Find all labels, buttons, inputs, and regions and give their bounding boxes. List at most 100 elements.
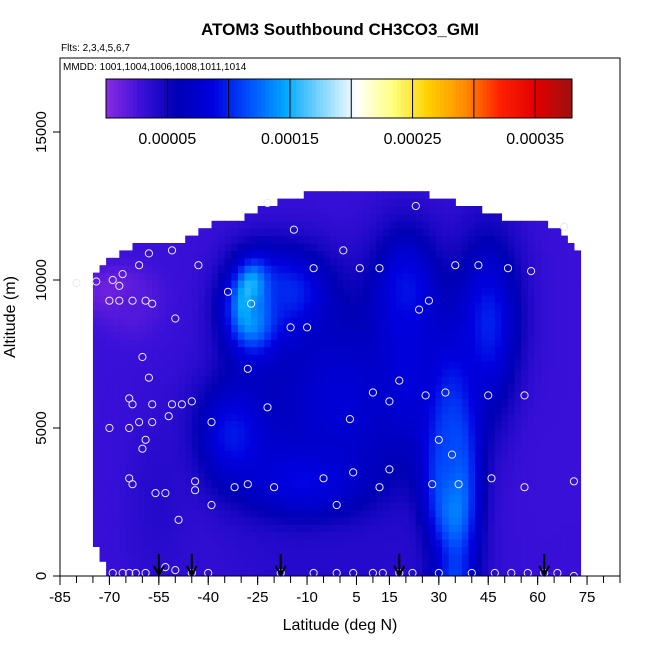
heatmap-cell [501, 546, 509, 555]
colorbar-segment [397, 79, 402, 118]
heatmap-cell [455, 339, 463, 348]
heatmap-cell [165, 531, 173, 540]
heatmap-cell [343, 331, 351, 340]
heatmap-cell [251, 546, 259, 555]
heatmap-cell [251, 442, 259, 451]
heatmap-cell [191, 317, 199, 325]
heatmap-cell [152, 309, 160, 318]
heatmap-cell [237, 235, 246, 244]
heatmap-cell [389, 561, 397, 570]
heatmap-cell [165, 479, 173, 488]
heatmap-cell [218, 383, 226, 392]
heatmap-cell [125, 376, 134, 385]
heatmap-cell [303, 524, 311, 533]
heatmap-cell [112, 361, 120, 370]
heatmap-cell [376, 539, 384, 547]
heatmap-cell [125, 487, 134, 496]
heatmap-cell [290, 465, 298, 473]
heatmap-cell [396, 235, 404, 244]
heatmap-cell [501, 354, 509, 362]
heatmap-cell [316, 531, 325, 540]
heatmap-cell [264, 487, 272, 496]
heatmap-cell [330, 206, 338, 214]
heatmap-cell [237, 487, 246, 496]
heatmap-cell [330, 524, 338, 533]
heatmap-cell [369, 294, 377, 303]
heatmap-cell [363, 346, 371, 355]
heatmap-cell [270, 309, 279, 318]
heatmap-cell [435, 487, 443, 496]
heatmap-cell [494, 324, 503, 333]
heatmap-cell [145, 265, 153, 274]
heatmap-cell [494, 309, 503, 318]
heatmap-cell [376, 531, 384, 540]
heatmap-cell [264, 302, 272, 311]
heatmap-cell [409, 413, 417, 422]
heatmap-cell [409, 539, 417, 547]
heatmap-cell [501, 442, 509, 451]
heatmap-cell [178, 376, 186, 385]
heatmap-cell [369, 457, 377, 466]
heatmap-cell [244, 265, 252, 274]
heatmap-cell [415, 502, 423, 510]
heatmap-cell [382, 494, 391, 503]
heatmap-cell [218, 302, 226, 311]
heatmap-cell [540, 457, 549, 466]
heatmap-cell [310, 294, 318, 303]
heatmap-cell [119, 539, 127, 547]
heatmap-cell [172, 309, 180, 318]
heatmap-cell [349, 376, 358, 385]
heatmap-cell [534, 531, 542, 540]
heatmap-cell [165, 309, 173, 318]
heatmap-cell [567, 465, 575, 473]
heatmap-cell [198, 272, 206, 281]
heatmap-cell [442, 391, 450, 399]
heatmap-cell [172, 302, 180, 311]
heatmap-cell [92, 346, 101, 355]
heatmap-cell [119, 524, 127, 533]
observation-point [434, 435, 443, 444]
colorbar-segment [238, 79, 243, 118]
heatmap-cell [475, 457, 483, 466]
heatmap-cell [343, 442, 351, 451]
heatmap-cell [356, 257, 364, 266]
heatmap-cell [428, 546, 437, 555]
colorbar-segment [234, 79, 239, 118]
heatmap-cell [560, 472, 568, 481]
heatmap-cell [284, 331, 292, 340]
heatmap-cell [428, 539, 437, 547]
heatmap-cell [369, 524, 377, 533]
heatmap-cell [231, 561, 239, 570]
heatmap-cell [106, 442, 114, 451]
heatmap-cell [330, 331, 338, 340]
heatmap-cell [382, 324, 391, 333]
heatmap-cell [521, 420, 529, 429]
heatmap-cell [316, 287, 325, 296]
observation-point [395, 376, 404, 385]
heatmap-cell [501, 479, 509, 488]
heatmap-cell [369, 539, 377, 547]
heatmap-cell [185, 502, 193, 510]
heatmap-cell [573, 265, 582, 274]
heatmap-cell [481, 479, 489, 488]
heatmap-cell [330, 376, 338, 385]
heatmap-cell [514, 265, 522, 274]
heatmap-cell [323, 553, 331, 562]
heatmap-cell [297, 405, 305, 414]
heatmap-cell [277, 546, 285, 555]
heatmap-cell [382, 383, 391, 392]
heatmap-cell [178, 546, 186, 555]
heatmap-cell [356, 220, 364, 229]
heatmap-cell [257, 220, 265, 229]
heatmap-cell [382, 250, 391, 259]
heatmap-cell [448, 250, 456, 259]
heatmap-cell [508, 250, 516, 259]
heatmap-cell [178, 568, 186, 576]
heatmap-cell [204, 413, 213, 422]
heatmap-cell [475, 539, 483, 547]
heatmap-cell [257, 568, 265, 576]
heatmap-cell [356, 324, 364, 333]
heatmap-cell [237, 465, 246, 473]
heatmap-cell [145, 413, 153, 422]
heatmap-cell [376, 524, 384, 533]
